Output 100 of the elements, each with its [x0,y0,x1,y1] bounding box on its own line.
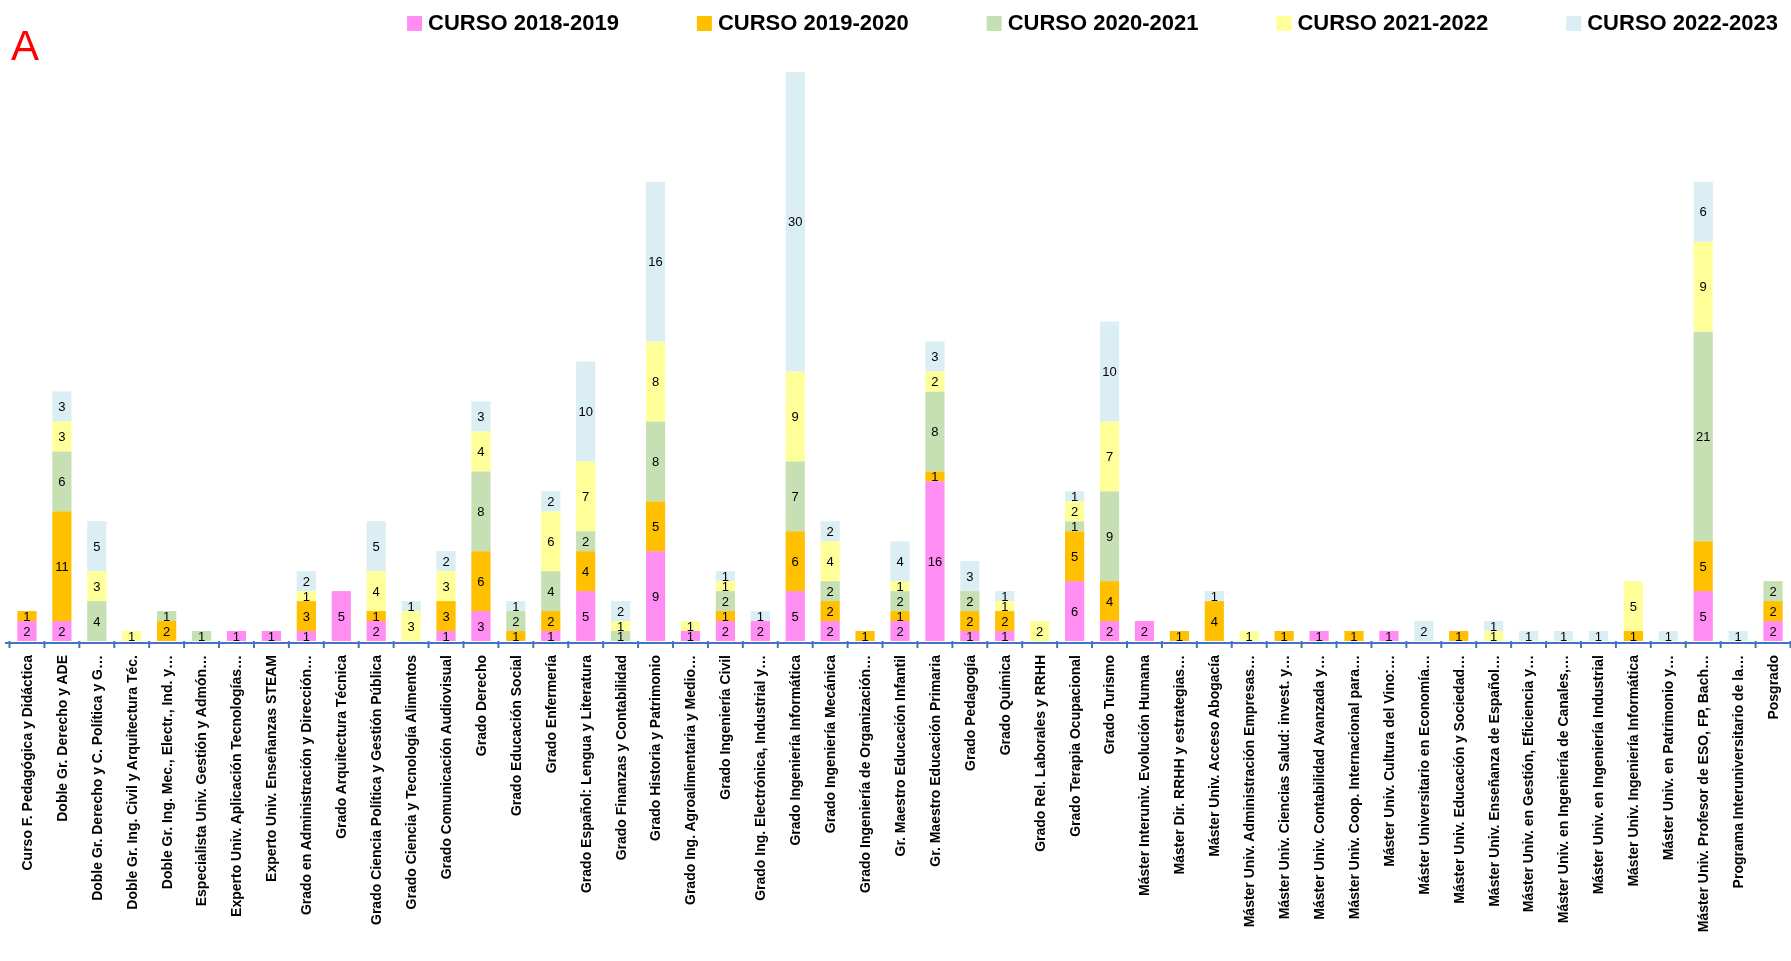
bar [17,621,37,641]
bar [401,611,421,641]
data-label: 9 [1105,528,1114,544]
data-label: 2 [966,613,974,629]
bar [820,601,840,622]
data-label: 5 [1699,558,1707,574]
bar [1344,631,1364,641]
bar [17,611,37,622]
data-label: 2 [721,593,730,609]
data-label: 5 [93,538,101,554]
data-label: 5 [791,608,799,624]
data-label: 2 [617,603,625,619]
bar [576,551,596,592]
x-tick-label: Experto Univ. Enseñanzas STEAM [263,655,280,882]
x-tick-label: Posgrado [1764,655,1781,720]
x-tick-label: Grado Terapia Ocupacional [1066,655,1083,837]
x-tick-label: Máster Univ. Administración Empresas… [1241,655,1258,928]
bar [890,581,910,592]
data-label: 9 [651,588,660,604]
data-label: 2 [1769,603,1777,619]
bar [1623,581,1643,632]
bar [296,601,316,632]
data-label: 2 [372,623,380,639]
data-label: 4 [477,444,485,460]
data-label: 2 [1140,623,1149,639]
data-label: 2 [1036,623,1044,639]
x-tick-label: Grado Arquitectura Técnica [333,654,350,839]
bar [1693,331,1713,542]
x-tick-label: Grado Ingeniería Mecánica [822,654,839,834]
bar [52,511,72,622]
x-tick-label: Grado Español: Lengua y Literatura [577,654,594,894]
data-label: 6 [791,553,799,569]
x-tick-label: Doble Gr. Derecho y ADE [53,655,70,822]
data-label: 6 [477,573,485,589]
data-label: 4 [1105,593,1114,609]
data-label: 1 [442,628,450,644]
data-label: 3 [477,618,485,634]
data-label: 1 [1210,588,1218,604]
data-label: 5 [1699,608,1707,624]
data-label: 2 [826,523,834,539]
data-label: 2 [547,613,555,629]
data-label: 3 [58,429,66,445]
bar [471,471,491,552]
bar [925,371,945,392]
x-tick-label: Grado Enfermería [542,654,559,774]
data-label: 5 [1070,548,1079,564]
bar [785,591,805,641]
data-label: 2 [896,593,904,609]
data-label: 4 [93,613,101,629]
x-tick-label: Grado Ing. Electrónica, Industrial y… [752,655,769,901]
x-tick-label: Máster Univ. en Ingeniería de Canales,… [1555,655,1572,924]
x-tick-label: Máster Univ. Contabilidad Avanzada y… [1310,655,1327,920]
data-label: 1 [512,628,520,644]
data-label: 2 [896,623,904,639]
data-label: 9 [791,409,799,425]
data-label: 1 [1070,488,1079,504]
x-tick-label: Máster Univ. Coop. Internacional para… [1345,655,1362,920]
x-tick-label: Grado Educación Social [507,655,524,817]
x-tick-label: Grado Ciencia y Tecnología Alimentos [403,654,419,910]
data-label: 2 [58,623,66,639]
data-label: 1 [1385,628,1393,644]
data-label: 1 [232,628,241,644]
bar [925,391,945,472]
bar [645,181,666,342]
data-label: 6 [58,473,66,489]
x-tick-label: Especialista Univ. Gestión y Admón… [193,655,210,907]
data-label: 1 [163,608,171,624]
data-label: 2 [512,613,520,629]
data-label: 3 [442,578,450,594]
x-tick-label: Máster Dir. RRHH y estrategias… [1171,655,1188,875]
data-label: 30 [788,214,803,230]
bar [785,461,805,532]
bar [331,591,351,641]
x-tick-label: Máster Univ. Ingeniería Informática [1625,654,1642,887]
x-tick-label: Grado Historia y Patrimonio [647,655,664,841]
bar [87,521,107,572]
data-label: 2 [826,583,834,599]
data-label: 1 [721,608,730,624]
data-label: 2 [721,623,730,639]
data-label: 1 [1559,628,1568,644]
x-tick-label: Curso F. Pedagógica y Didáctica [18,654,35,871]
data-label: 3 [58,399,66,415]
data-label: 7 [1105,449,1114,464]
bar [925,341,945,372]
data-label: 1 [1664,628,1672,644]
legend-label: CURSO 2020-2021 [1007,10,1199,35]
bar [645,551,666,641]
data-label: 1 [966,628,974,644]
data-label: 4 [547,583,555,599]
bar [366,521,386,572]
bar [925,471,945,482]
bar [366,621,386,641]
data-label: 2 [826,603,834,619]
data-label: 3 [966,568,974,584]
bar [436,631,456,641]
data-label: 3 [407,618,415,634]
x-tick-label: Grado Pedagogía [961,654,978,771]
data-label: 21 [1695,429,1711,445]
data-label: 4 [1210,613,1218,629]
data-label: 5 [582,608,590,624]
